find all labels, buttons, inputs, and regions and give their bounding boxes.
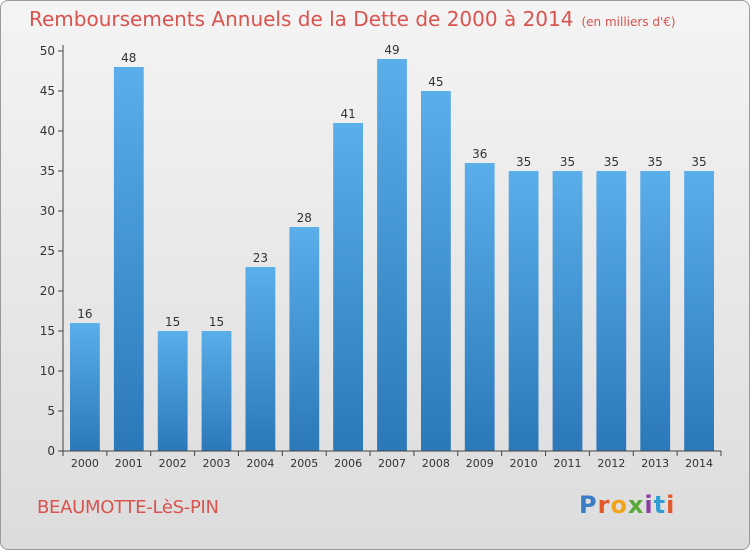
y-tick-label: 30 [40,204,55,218]
bar-value-label: 15 [209,315,224,329]
commune-name: BEAUMOTTE-LèS-PIN [37,497,219,518]
bar-2001 [113,67,144,451]
x-tick-label: 2002 [159,457,187,470]
bar-value-label: 35 [648,155,663,169]
x-tick-label: 2013 [641,457,669,470]
x-tick-label: 2000 [71,457,99,470]
bar-2003 [201,331,232,451]
x-tick-label: 2011 [553,457,581,470]
x-tick-label: 2010 [510,457,538,470]
bar-2012 [596,171,627,451]
bar-2014 [684,171,714,451]
chart-title: Remboursements Annuels de la Dette de 20… [29,7,676,31]
proxiti-logo: Proxiti [579,491,675,519]
x-tick-label: 2004 [246,457,274,470]
bar-2011 [552,171,583,451]
y-tick-label: 40 [40,124,55,138]
bar-value-label: 35 [691,155,706,169]
bar-2007 [377,59,407,451]
x-tick-label: 2007 [378,457,406,470]
chart-subtitle: (en milliers d'€) [581,15,676,29]
logo-letter: x [627,491,645,519]
bar-value-label: 16 [77,307,92,321]
x-tick-label: 2005 [290,457,318,470]
logo-letter: i [644,491,654,519]
x-tick-label: 2008 [422,457,450,470]
bar-2004 [245,267,276,451]
bar-2010 [508,171,539,451]
bar-2002 [157,331,188,451]
x-tick-label: 2006 [334,457,362,470]
x-tick-label: 2003 [203,457,231,470]
bar-value-label: 35 [604,155,619,169]
bar-value-label: 45 [428,75,443,89]
x-tick-label: 2012 [597,457,625,470]
logo-letter: r [597,491,611,519]
y-tick-label: 35 [40,164,55,178]
bar-value-label: 48 [121,51,136,65]
y-tick-label: 5 [47,404,55,418]
logo-letter: o [610,491,628,519]
x-tick-label: 2001 [115,457,143,470]
bar-value-label: 28 [297,211,312,225]
bar-2009 [464,163,495,451]
bar-value-label: 35 [516,155,531,169]
bar-value-label: 41 [340,107,355,121]
bar-2013 [640,171,671,451]
bar-value-label: 49 [384,43,399,57]
bar-value-label: 36 [472,147,487,161]
y-tick-label: 10 [40,364,55,378]
y-tick-label: 50 [40,44,55,58]
y-tick-label: 15 [40,324,55,338]
bar-2006 [333,123,363,451]
bar-value-label: 23 [253,251,268,265]
logo-letter: P [579,491,598,519]
x-tick-label: 2014 [685,457,713,470]
bar-value-label: 15 [165,315,180,329]
y-tick-label: 45 [40,84,55,98]
bar-2000 [70,323,100,451]
bar-2008 [421,91,451,451]
bar-value-label: 35 [560,155,575,169]
y-tick-label: 25 [40,244,55,258]
logo-letter: i [666,491,676,519]
y-tick-label: 20 [40,284,55,298]
chart-title-text: Remboursements Annuels de la Dette de 20… [29,7,574,31]
y-tick-label: 0 [47,444,55,458]
logo-letter: t [653,491,667,519]
x-tick-label: 2009 [466,457,494,470]
bar-2005 [289,227,320,451]
